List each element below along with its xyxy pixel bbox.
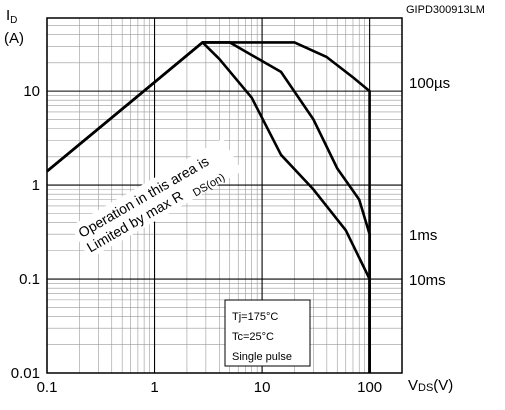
x-tick-label: 10 [254,379,271,396]
y-axis-title: ID [6,7,17,26]
annotation-background [70,138,242,260]
conditions-box-frame [224,299,311,367]
x-tick-label: 0.1 [37,379,58,396]
plot-frame [46,17,403,374]
soa-curve-2 [46,41,371,373]
soa-curve-1 [46,41,371,373]
x-tick-labels: 0.1 1 10 100 [37,379,383,396]
x-axis-title: VDS(V) [408,377,453,394]
pulse-labels: 100µs 1ms 10ms [409,75,450,289]
y-axis-unit: (A) [4,30,24,47]
pulse-label: 10ms [409,272,446,289]
pulse-label: 1ms [409,227,437,244]
y-axis-main: I [6,7,10,24]
x-axis-main: V [408,377,418,394]
figure-tag: GIPD300913LM [406,4,485,16]
conditions-box: Tj=175°C Tc=25°C Single pulse [224,299,311,367]
x-tick-label: 1 [150,379,158,396]
condition-tc: Tc=25°C [232,331,274,343]
y-axis-sub: D [10,15,17,26]
y-tick-labels: 10 1 0.1 0.01 [11,83,40,382]
x-tick-label: 100 [357,379,382,396]
y-tick-label: 0.1 [19,271,40,288]
x-axis-unit: (V) [433,377,453,394]
pulse-label: 100µs [409,75,450,92]
series-layer [46,41,371,373]
condition-pulse: Single pulse [232,351,292,363]
y-tick-label: 1 [32,177,40,194]
x-axis-sub: DS [418,382,433,394]
condition-tj: Tj=175°C [232,311,278,323]
grid-minor [47,17,403,373]
y-tick-label: 10 [23,83,40,100]
y-tick-label: 0.01 [11,365,40,382]
